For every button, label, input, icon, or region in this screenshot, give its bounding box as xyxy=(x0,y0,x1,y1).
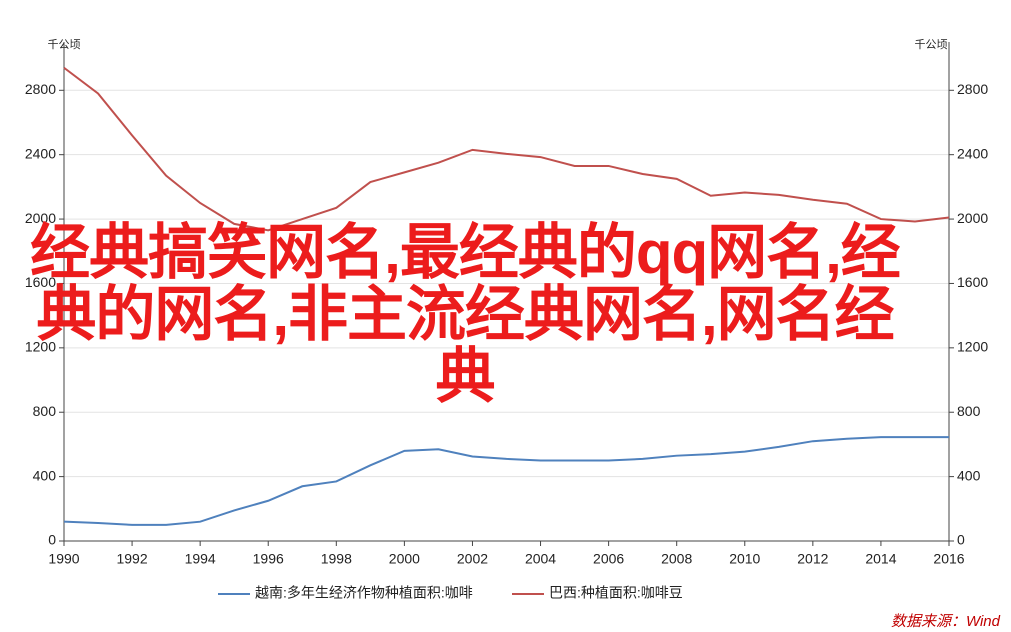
y2-tick-label: 1200 xyxy=(957,339,988,355)
y-tick-label: 400 xyxy=(33,467,57,483)
y-tick-label: 2400 xyxy=(25,145,56,161)
y-tick-label: 2000 xyxy=(25,210,56,226)
legend-label: 巴西:种植面积:咖啡豆 xyxy=(549,585,683,601)
x-tick-label: 1990 xyxy=(48,551,79,567)
x-tick-label: 2002 xyxy=(457,551,488,567)
y2-tick-label: 0 xyxy=(957,532,965,548)
legend-label: 越南:多年生经济作物种植面积:咖啡 xyxy=(255,585,473,601)
series-line xyxy=(63,66,950,232)
y2-tick-label: 2400 xyxy=(957,145,988,161)
y-tick-label: 1200 xyxy=(25,339,56,355)
x-tick-label: 2006 xyxy=(593,551,624,567)
y-tick-label: 800 xyxy=(33,403,57,419)
source: 数据来源：Wind xyxy=(891,613,1001,630)
y2-tick-label: 1600 xyxy=(957,274,988,290)
x-tick-label: 2004 xyxy=(525,551,556,567)
overlay-title: 经典搞笑网名,最经典的qq网名,经典的网名,非主流经典网名,网名经典 xyxy=(30,219,901,410)
y-tick-label: 2800 xyxy=(25,81,56,97)
x-tick-label: 2012 xyxy=(797,551,828,567)
x-tick-label: 2016 xyxy=(933,551,964,567)
y2-tick-label: 2800 xyxy=(957,81,988,97)
x-tick-label: 2014 xyxy=(865,551,896,567)
x-tick-label: 1996 xyxy=(253,551,284,567)
x-tick-label: 1992 xyxy=(116,551,147,567)
y2-tick-label: 800 xyxy=(957,403,981,419)
x-tick-label: 2000 xyxy=(389,551,420,567)
x-tick-label: 2010 xyxy=(729,551,760,567)
series-line xyxy=(63,436,949,526)
y-tick-label: 1600 xyxy=(25,274,56,290)
y2-unit: 千公顷 xyxy=(915,38,948,51)
y2-tick-label: 400 xyxy=(957,467,981,483)
x-tick-label: 1998 xyxy=(321,551,352,567)
x-tick-label: 1994 xyxy=(185,551,216,567)
x-tick-label: 2008 xyxy=(661,551,692,567)
y2-tick-label: 2000 xyxy=(957,210,988,226)
y-tick-label: 0 xyxy=(48,532,56,548)
